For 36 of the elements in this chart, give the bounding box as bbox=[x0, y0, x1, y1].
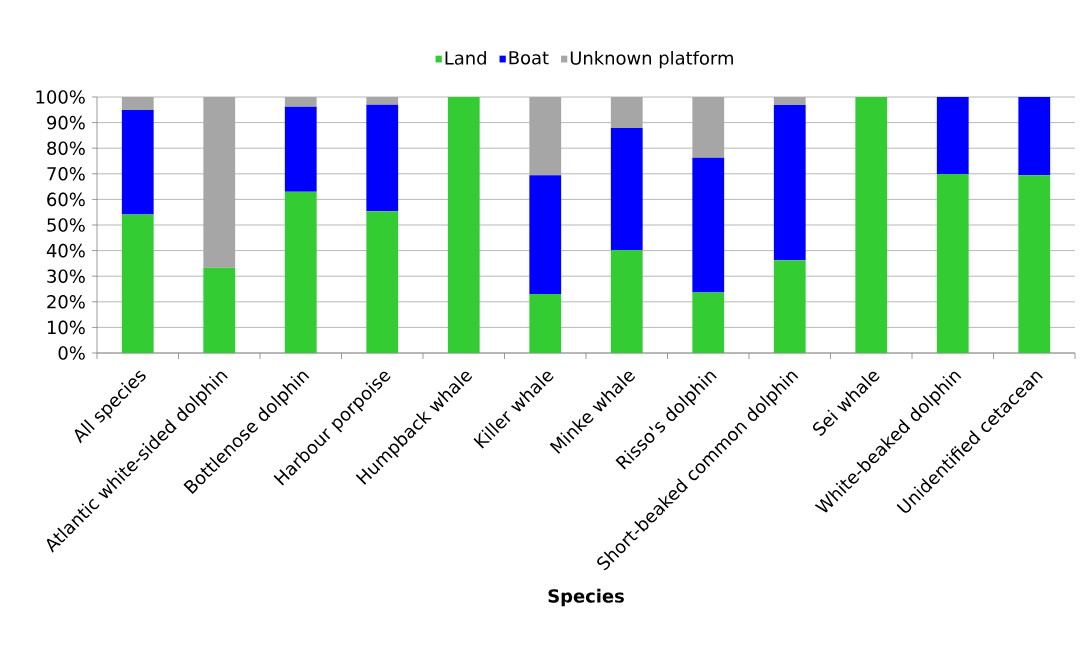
bar bbox=[1018, 97, 1051, 176]
y-tick-label: 40% bbox=[46, 243, 85, 258]
bar bbox=[773, 104, 806, 261]
y-tick-label: 80% bbox=[47, 141, 85, 155]
bar bbox=[284, 106, 317, 192]
bar bbox=[121, 214, 154, 353]
bar bbox=[692, 157, 725, 293]
legend-label: Unknown platform bbox=[570, 50, 733, 69]
bar bbox=[855, 97, 888, 353]
bar bbox=[447, 97, 480, 353]
bar bbox=[773, 260, 806, 353]
bar bbox=[610, 127, 643, 251]
bar bbox=[936, 97, 969, 175]
y-tick-label: 60% bbox=[47, 192, 85, 207]
bar bbox=[284, 191, 317, 353]
y-tick-label: 30% bbox=[47, 269, 85, 283]
y-tick-label: 70% bbox=[47, 167, 85, 181]
bar bbox=[692, 292, 725, 353]
legend-label: Boat bbox=[509, 51, 549, 65]
y-tick-label: 10% bbox=[47, 320, 85, 335]
legend-label: Land bbox=[445, 50, 486, 65]
bar bbox=[203, 267, 236, 353]
y-tick-label: 0% bbox=[58, 346, 85, 360]
bar bbox=[1018, 175, 1051, 353]
y-tick-label: 100% bbox=[36, 90, 85, 104]
bar bbox=[610, 250, 643, 353]
y-tick-label: 90% bbox=[47, 115, 85, 130]
bar bbox=[366, 211, 399, 353]
bar bbox=[529, 175, 562, 295]
bar bbox=[121, 110, 154, 215]
x-axis-title: Species bbox=[548, 588, 624, 607]
bar bbox=[936, 174, 969, 353]
y-tick-label: 20% bbox=[47, 295, 85, 309]
bar bbox=[529, 294, 562, 353]
y-tick-label: 50% bbox=[47, 218, 85, 232]
bar bbox=[366, 104, 399, 212]
